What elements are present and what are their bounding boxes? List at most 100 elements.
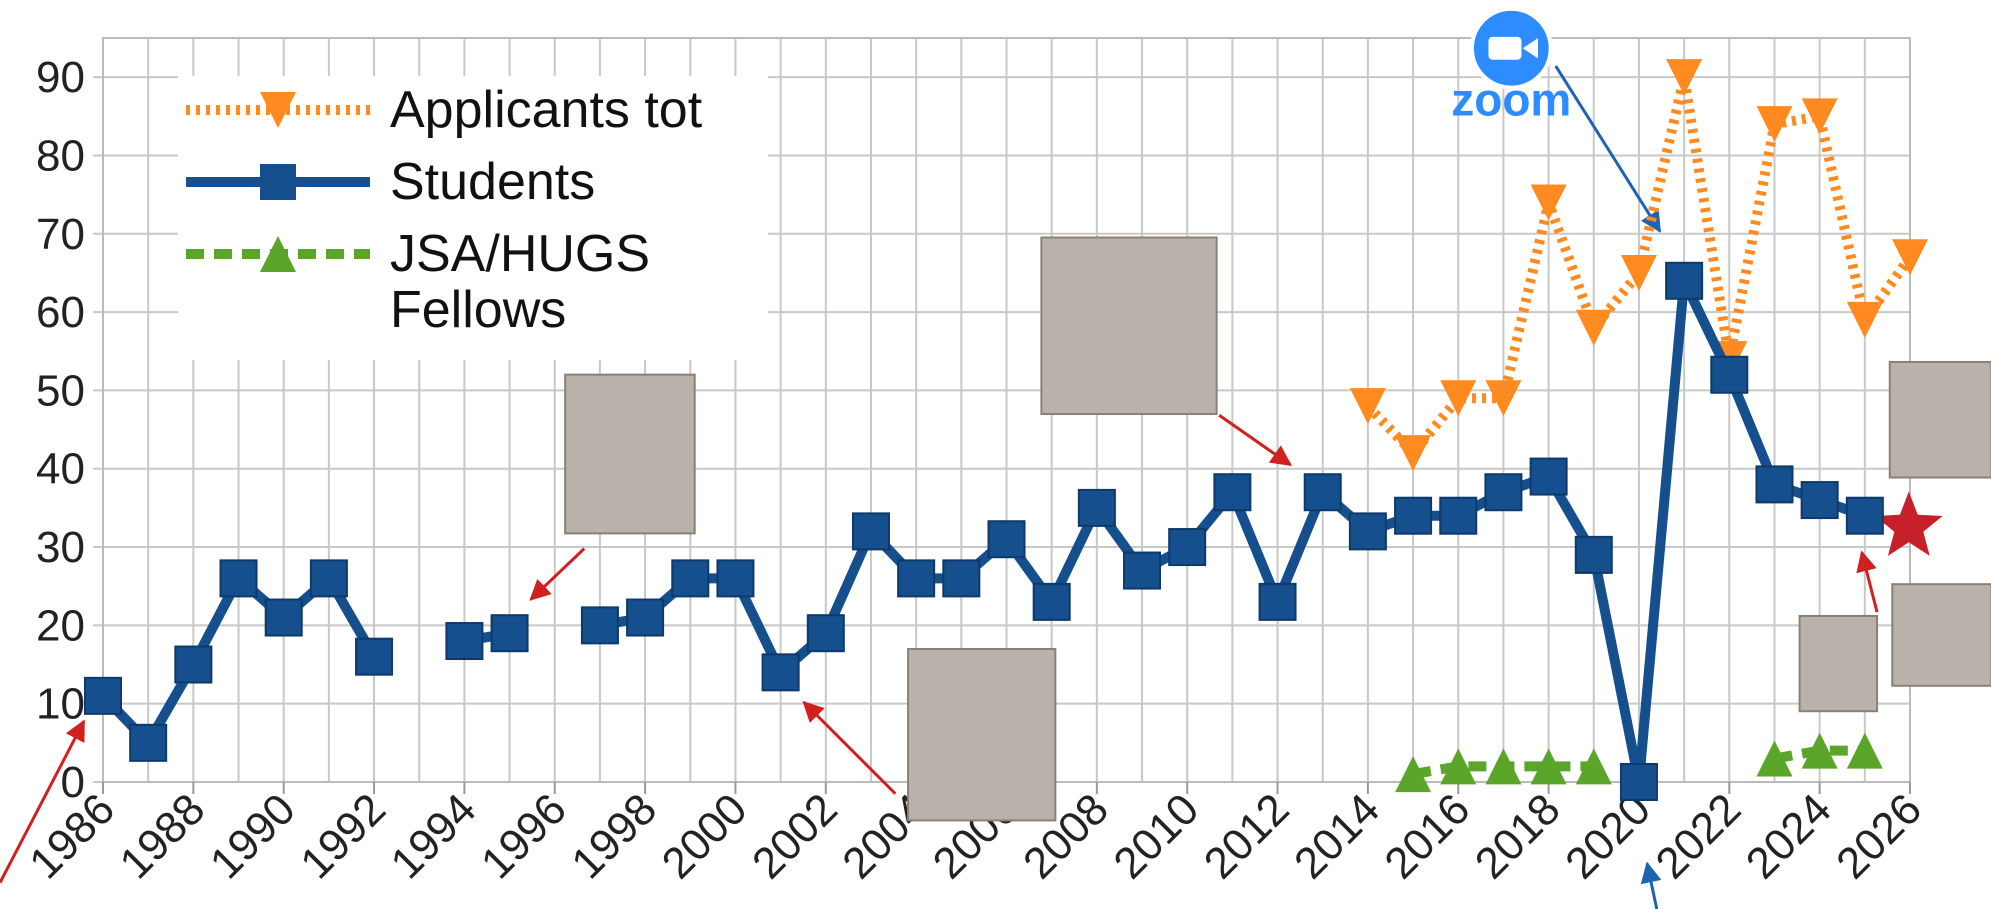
arrow bbox=[1219, 415, 1290, 465]
marker bbox=[175, 647, 211, 683]
legend-entry: Applicants tot bbox=[178, 82, 768, 138]
photo bbox=[1890, 362, 1991, 478]
y-tick-label: 10 bbox=[36, 680, 85, 729]
marker bbox=[1756, 466, 1792, 502]
marker bbox=[943, 560, 979, 596]
y-tick-label: 50 bbox=[36, 366, 85, 415]
marker bbox=[1576, 537, 1612, 573]
y-tick-label: 40 bbox=[36, 445, 85, 494]
marker bbox=[85, 678, 121, 714]
x-tick-label: 2022 bbox=[1647, 784, 1751, 888]
marker bbox=[853, 513, 889, 549]
legend-marker bbox=[260, 236, 296, 272]
y-tick-label: 70 bbox=[36, 210, 85, 259]
x-tick-label: 2016 bbox=[1375, 784, 1479, 888]
marker bbox=[1847, 733, 1883, 769]
zoom-camera bbox=[1488, 37, 1521, 60]
zoom-text: zoom bbox=[1451, 74, 1571, 126]
marker bbox=[1531, 459, 1567, 495]
legend-label: JSA/HUGS Fellows bbox=[390, 226, 730, 338]
marker bbox=[130, 725, 166, 761]
marker bbox=[1214, 474, 1250, 510]
photo bbox=[1800, 616, 1877, 711]
page: 0102030405060708090198619881990199219941… bbox=[0, 0, 1991, 909]
marker bbox=[1350, 388, 1386, 424]
marker bbox=[1711, 357, 1747, 393]
photo bbox=[908, 649, 1055, 820]
legend-marker bbox=[260, 92, 296, 128]
legend-marker bbox=[260, 164, 296, 200]
marker bbox=[1802, 482, 1838, 518]
x-tick-label: 2018 bbox=[1466, 784, 1570, 888]
y-tick-label: 20 bbox=[36, 601, 85, 650]
marker bbox=[627, 600, 663, 636]
y-tick-label: 90 bbox=[36, 53, 85, 102]
marker bbox=[717, 560, 753, 596]
x-tick-label: 2010 bbox=[1104, 784, 1208, 888]
y-tick-label: 80 bbox=[36, 131, 85, 180]
photo bbox=[1892, 584, 1991, 686]
marker bbox=[1621, 255, 1657, 291]
marker bbox=[1802, 98, 1838, 134]
x-tick-label: 2012 bbox=[1195, 784, 1299, 888]
legend-swatch bbox=[178, 226, 378, 282]
marker bbox=[1079, 490, 1115, 526]
marker bbox=[1440, 498, 1476, 534]
legend-entry: Students bbox=[178, 154, 768, 210]
marker bbox=[1756, 106, 1792, 142]
x-tick-label: 1992 bbox=[291, 784, 395, 888]
marker bbox=[989, 521, 1025, 557]
marker bbox=[1847, 498, 1883, 534]
legend-entry: JSA/HUGS Fellows bbox=[178, 226, 768, 338]
legend: Applicants tot Students JSA/HUGS Fellows bbox=[178, 76, 768, 360]
marker bbox=[311, 560, 347, 596]
x-tick-label: 1990 bbox=[201, 784, 305, 888]
x-tick-label: 2024 bbox=[1737, 784, 1841, 888]
arrow bbox=[804, 702, 895, 793]
marker bbox=[808, 615, 844, 651]
marker bbox=[1350, 513, 1386, 549]
marker bbox=[582, 607, 618, 643]
photo bbox=[1041, 237, 1216, 414]
arrow bbox=[531, 549, 584, 600]
marker bbox=[898, 560, 934, 596]
marker bbox=[1260, 584, 1296, 620]
marker bbox=[356, 639, 392, 675]
marker bbox=[1485, 474, 1521, 510]
marker bbox=[1440, 380, 1476, 416]
marker bbox=[492, 615, 528, 651]
marker bbox=[266, 600, 302, 636]
arrow bbox=[1647, 864, 1657, 909]
y-tick-label: 30 bbox=[36, 523, 85, 572]
marker bbox=[1034, 584, 1070, 620]
marker bbox=[1169, 529, 1205, 565]
x-tick-label: 1994 bbox=[382, 784, 486, 888]
legend-swatch bbox=[178, 82, 378, 138]
photo bbox=[565, 375, 695, 534]
marker bbox=[1305, 474, 1341, 510]
marker bbox=[1124, 553, 1160, 589]
marker bbox=[1395, 435, 1431, 471]
marker bbox=[1576, 310, 1612, 346]
x-tick-label: 2026 bbox=[1827, 784, 1931, 888]
marker bbox=[1531, 184, 1567, 220]
marker bbox=[1395, 498, 1431, 534]
legend-label: Students bbox=[390, 154, 730, 210]
y-tick-label: 60 bbox=[36, 288, 85, 337]
arrow bbox=[1556, 66, 1660, 231]
marker bbox=[763, 654, 799, 690]
marker bbox=[1485, 380, 1521, 416]
x-tick-label: 2014 bbox=[1285, 784, 1389, 888]
legend-label: Applicants tot bbox=[390, 82, 730, 138]
marker bbox=[1847, 302, 1883, 338]
x-tick-label: 2002 bbox=[743, 784, 847, 888]
x-tick-label: 1998 bbox=[562, 784, 666, 888]
x-tick-label: 1988 bbox=[111, 784, 215, 888]
marker bbox=[1621, 764, 1657, 800]
x-tick-label: 1996 bbox=[472, 784, 576, 888]
marker bbox=[446, 623, 482, 659]
marker bbox=[672, 560, 708, 596]
marker bbox=[221, 560, 257, 596]
marker bbox=[1485, 748, 1521, 784]
marker bbox=[1666, 263, 1702, 299]
